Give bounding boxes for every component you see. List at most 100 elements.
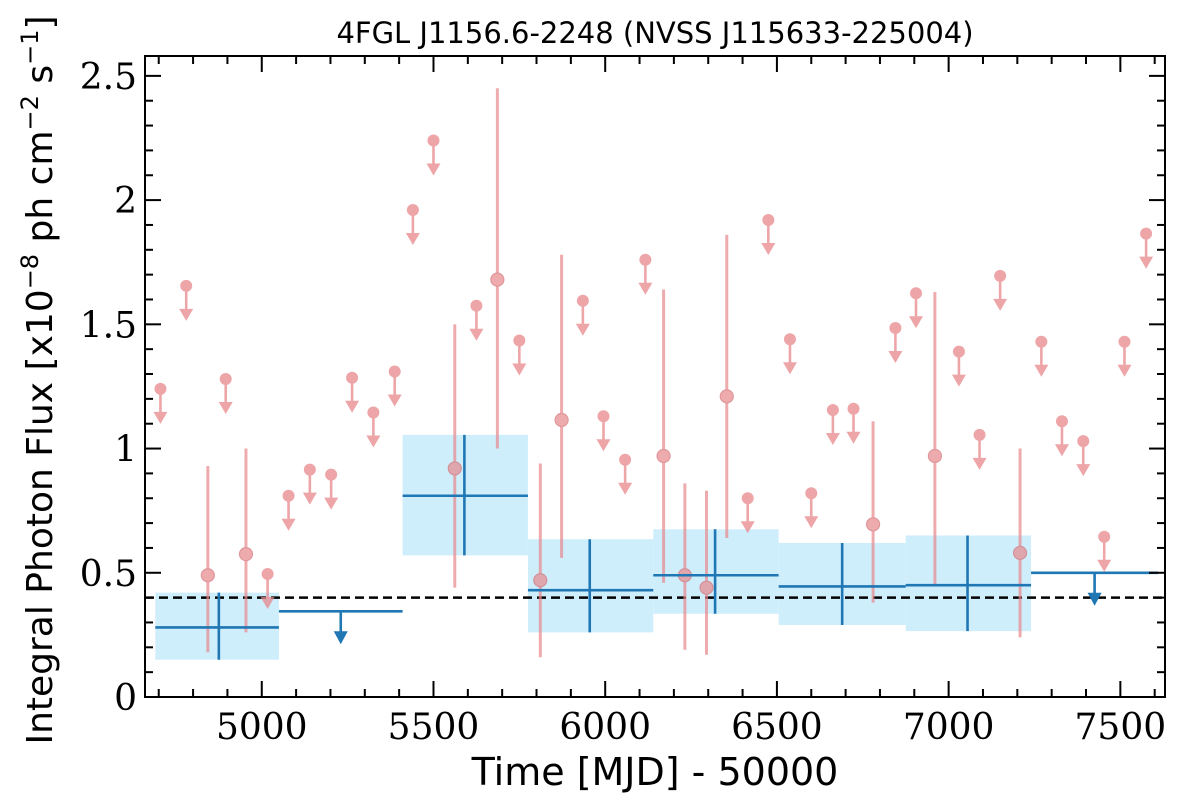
short-bin-upper-limit-0 xyxy=(153,382,168,424)
short-bin-ul-arrow-2 xyxy=(218,401,233,414)
short-bin-ul-marker-27 xyxy=(973,428,986,441)
long-bin-ul-arrow-0 xyxy=(333,631,348,645)
short-bin-ul-marker-8 xyxy=(367,406,380,419)
short-bin-marker-12 xyxy=(1012,545,1028,560)
tick-labels: 5000 5500 6000 6500 7000 7500 0 0.5 1 1.5 2 2.5 xyxy=(80,57,1166,748)
short-bin-point-12 xyxy=(1012,448,1028,638)
short-bin-ul-marker-22 xyxy=(826,404,839,417)
short-bin-ul-marker-0 xyxy=(154,382,167,395)
short-bin-upper-limit-11 xyxy=(426,134,441,176)
short-bin-ul-marker-16 xyxy=(619,453,632,466)
short-bin-point-1 xyxy=(238,448,254,633)
short-bin-ul-marker-25 xyxy=(910,287,923,300)
short-bin-marker-4 xyxy=(533,573,548,588)
plot-frame-rect xyxy=(144,55,1166,698)
short-bin-point-5 xyxy=(554,254,569,558)
short-bin-ul-marker-23 xyxy=(847,402,860,415)
short-bin-ul-arrow-15 xyxy=(596,439,611,452)
short-bin-upper-limit-27 xyxy=(972,428,987,470)
short-bin-upper-limit-28 xyxy=(993,269,1008,311)
short-bin-upper-limit-8 xyxy=(366,406,381,448)
short-bin-ul-marker-20 xyxy=(783,333,796,346)
short-bin-ul-arrow-6 xyxy=(324,497,339,510)
y-tick-label: 1 xyxy=(114,430,137,471)
short-bin-ul-arrow-30 xyxy=(1054,444,1069,457)
short-bin-ul-arrow-19 xyxy=(761,242,776,255)
long-bin-point-1 xyxy=(402,434,528,556)
short-bin-point-11 xyxy=(927,292,942,586)
short-bin-marker-8 xyxy=(699,580,714,595)
short-bin-ul-marker-32 xyxy=(1098,530,1111,543)
short-bin-ul-marker-5 xyxy=(303,463,316,476)
short-bin-upper-limit-1 xyxy=(179,279,194,321)
short-bin-upper-limit-5 xyxy=(302,463,317,505)
short-bin-marker-6 xyxy=(656,448,671,464)
short-bin-upper-limit-17 xyxy=(638,253,653,295)
short-bin-ul-arrow-9 xyxy=(387,394,402,407)
short-bin-upper-limit-29 xyxy=(1034,335,1049,377)
short-bin-ul-arrow-3 xyxy=(260,597,275,610)
short-bin-ul-arrow-33 xyxy=(1117,364,1132,377)
long-bin-series xyxy=(155,434,1159,660)
short-bin-ul-arrow-17 xyxy=(638,282,653,295)
short-bin-ul-marker-10 xyxy=(406,204,419,217)
short-bin-ul-arrow-4 xyxy=(281,518,296,531)
short-bin-series xyxy=(153,88,1154,658)
x-tick-label: 5500 xyxy=(388,707,480,748)
short-bin-upper-limit-13 xyxy=(512,334,527,376)
short-bin-upper-limit-22 xyxy=(825,404,840,446)
short-bin-point-2 xyxy=(447,324,462,588)
long-bin-point-0 xyxy=(155,592,279,660)
short-bin-ul-arrow-31 xyxy=(1076,464,1091,477)
short-bin-ul-arrow-25 xyxy=(909,316,924,329)
short-bin-upper-limit-20 xyxy=(782,333,797,375)
x-tick-label: 5000 xyxy=(216,707,308,748)
short-bin-ul-arrow-7 xyxy=(345,400,360,413)
short-bin-ul-marker-15 xyxy=(597,410,610,423)
short-bin-ul-marker-7 xyxy=(346,371,359,384)
short-bin-upper-limit-4 xyxy=(281,489,296,531)
short-bin-ul-marker-24 xyxy=(889,322,902,335)
plot-frame xyxy=(144,55,1166,698)
short-bin-marker-10 xyxy=(865,517,881,532)
short-bin-ul-arrow-29 xyxy=(1034,364,1049,377)
short-bin-upper-limit-21 xyxy=(804,487,819,529)
short-bin-ul-marker-29 xyxy=(1035,335,1048,348)
short-bin-upper-limit-18 xyxy=(740,492,755,534)
short-bin-point-4 xyxy=(533,463,548,658)
short-bin-upper-limit-23 xyxy=(846,402,861,444)
y-tick-label: 2.5 xyxy=(80,57,137,98)
short-bin-marker-9 xyxy=(719,389,734,404)
short-bin-ul-marker-13 xyxy=(513,334,526,347)
short-bin-ul-marker-31 xyxy=(1077,435,1090,448)
short-bin-ul-marker-18 xyxy=(741,492,754,505)
short-bin-ul-arrow-24 xyxy=(888,351,903,364)
short-bin-ul-marker-9 xyxy=(388,365,401,378)
x-tick-label: 7000 xyxy=(903,707,995,748)
short-bin-ul-marker-17 xyxy=(639,253,652,266)
long-bin-upper-limit-1 xyxy=(1031,571,1159,606)
short-bin-upper-limit-19 xyxy=(761,213,776,255)
short-bin-marker-11 xyxy=(927,448,942,464)
short-bin-point-3 xyxy=(490,88,505,449)
short-bin-upper-limit-3 xyxy=(260,568,275,610)
short-bin-ul-marker-2 xyxy=(219,372,232,385)
y-tick-label: 2 xyxy=(114,181,137,222)
short-bin-marker-5 xyxy=(554,412,569,428)
short-bin-marker-2 xyxy=(447,461,462,476)
short-bin-ul-arrow-16 xyxy=(618,482,633,495)
short-bin-upper-limit-10 xyxy=(405,204,420,246)
short-bin-ul-marker-11 xyxy=(427,134,440,147)
short-bin-ul-arrow-22 xyxy=(825,433,840,446)
short-bin-ul-arrow-11 xyxy=(426,163,441,176)
short-bin-marker-3 xyxy=(490,272,505,287)
short-bin-ul-arrow-14 xyxy=(575,323,590,336)
long-bin-point-2 xyxy=(527,539,654,633)
x-tick-label: 6500 xyxy=(731,707,823,748)
short-bin-ul-arrow-5 xyxy=(302,492,317,505)
short-bin-upper-limit-30 xyxy=(1054,415,1069,457)
short-bin-upper-limit-34 xyxy=(1139,227,1154,269)
short-bin-ul-arrow-32 xyxy=(1097,559,1112,572)
short-bin-point-9 xyxy=(719,234,734,538)
short-bin-upper-limit-25 xyxy=(909,287,924,329)
